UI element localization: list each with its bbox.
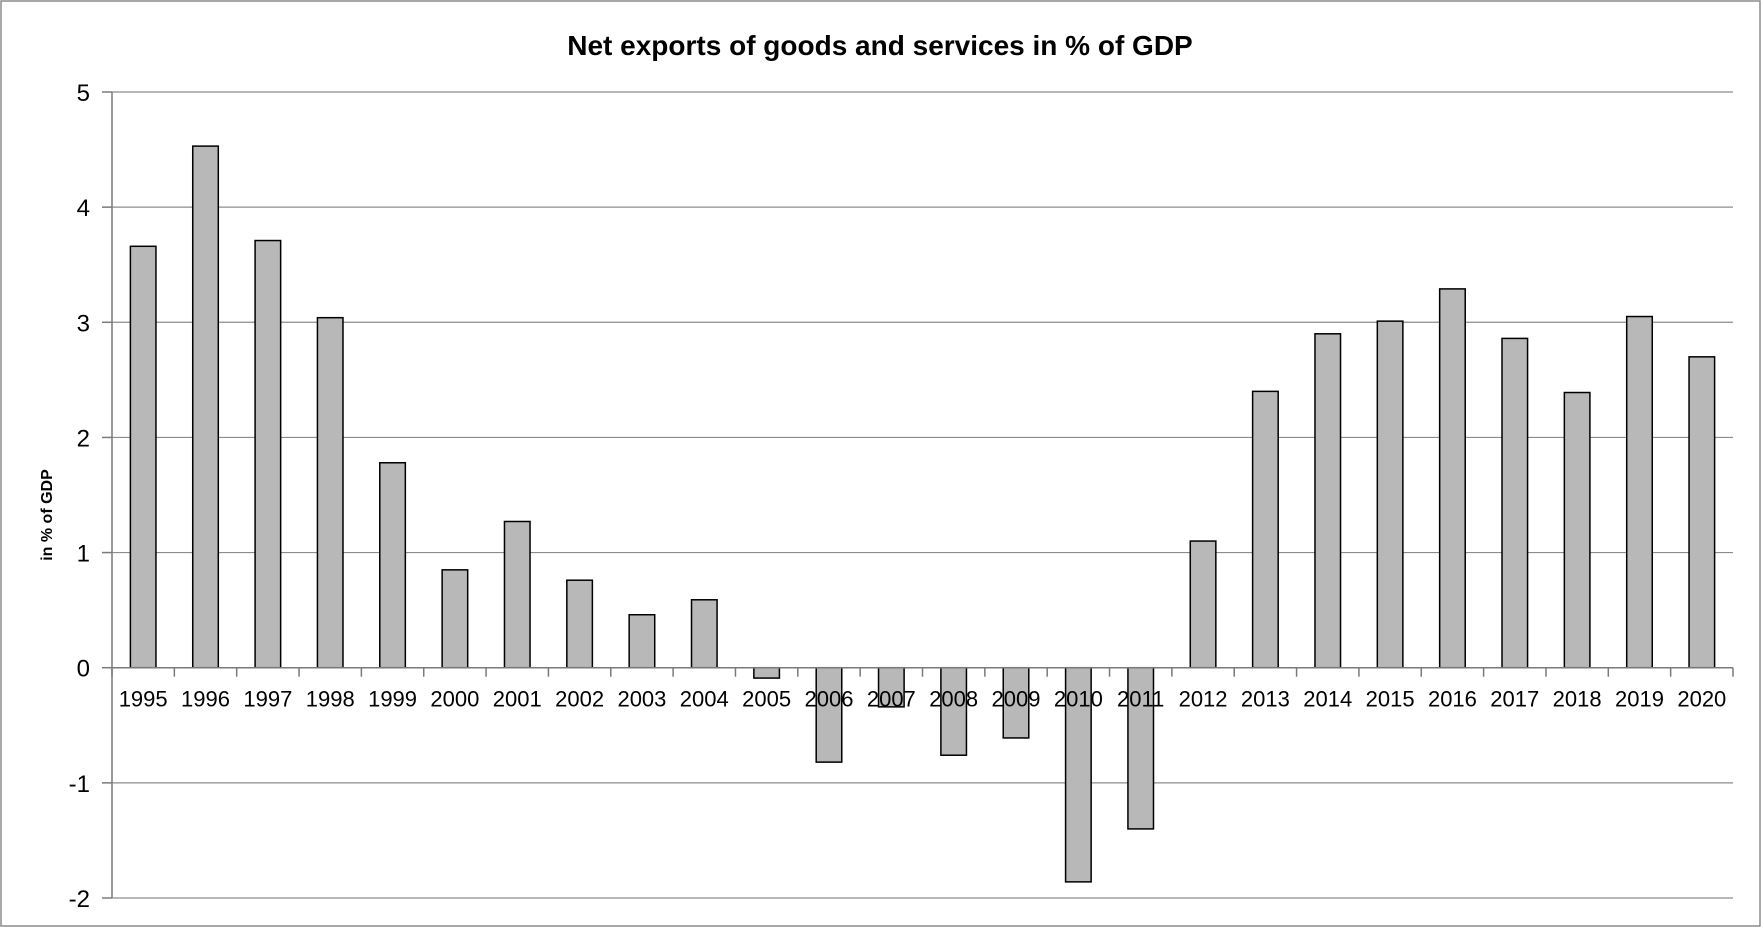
y-axis-ticks: 5 4 3 2 1 0 -1 -2	[69, 80, 112, 913]
x-tick-label: 1995	[119, 687, 168, 712]
bar-2003	[628, 613, 656, 669]
bar-2014	[1314, 333, 1342, 669]
x-tick-label: 2015	[1366, 687, 1415, 712]
y-tick-label: 0	[77, 656, 90, 683]
x-tick-label: 2008	[929, 687, 978, 712]
bar-2018	[1563, 391, 1591, 669]
bar-2020	[1688, 356, 1716, 669]
x-axis-ticks: 1995 1996 1997 1998 1999 2000 2001 2002 2003 2004…	[119, 687, 1727, 712]
x-tick-label: 1996	[181, 687, 230, 712]
chart-title: Net exports of goods and services in % o…	[567, 30, 1192, 61]
x-tick-label: 1997	[243, 687, 292, 712]
x-tick-label: 2007	[867, 687, 916, 712]
x-tick-label: 1999	[368, 687, 417, 712]
bar-2012	[1189, 540, 1217, 669]
bar-2015	[1376, 320, 1404, 669]
x-tick-label: 2009	[992, 687, 1041, 712]
x-tick-label: 2012	[1179, 687, 1228, 712]
y-tick-label: -2	[69, 886, 90, 913]
bar-1996	[191, 145, 220, 669]
bar-2007	[877, 666, 905, 708]
x-tick-label: 2000	[430, 687, 479, 712]
y-tick-label: 2	[77, 425, 90, 452]
bar-2017	[1501, 337, 1529, 669]
x-tick-label: 2003	[617, 687, 666, 712]
bar-2002	[566, 579, 594, 669]
x-tick-label: 2017	[1490, 687, 1539, 712]
x-tick-label: 2018	[1553, 687, 1602, 712]
x-tick-label: 2014	[1303, 687, 1352, 712]
y-tick-label: 5	[77, 80, 90, 107]
axes	[111, 92, 1734, 898]
x-tick-label: 2001	[493, 687, 542, 712]
bar-1999	[379, 462, 407, 669]
bar-2013	[1251, 390, 1279, 669]
x-tick-label: 2011	[1117, 687, 1164, 712]
bar-1995	[129, 245, 157, 669]
bar-2009	[1002, 666, 1030, 739]
x-tick-label: 2016	[1428, 687, 1477, 712]
x-tick-label: 2010	[1054, 687, 1103, 712]
bar-2008	[940, 666, 968, 756]
y-axis-label: in % of GDP	[39, 469, 56, 561]
y-tick-label: 4	[77, 195, 90, 222]
bar-1998	[316, 316, 344, 669]
bar-2000	[441, 569, 469, 669]
bar-1997	[254, 239, 282, 669]
bar-2016	[1438, 288, 1466, 669]
x-tick-label: 2006	[805, 687, 854, 712]
y-tick-label: 3	[77, 310, 90, 337]
y-tick-label: -1	[69, 771, 90, 798]
bars	[129, 145, 1716, 883]
bar-2019	[1625, 315, 1654, 669]
x-tick-label: 1998	[306, 687, 355, 712]
x-tick-label: 2020	[1677, 687, 1726, 712]
x-tick-label: 2019	[1615, 687, 1664, 712]
y-tick-label: 1	[77, 541, 90, 568]
bar-2005	[753, 666, 781, 679]
bar-2010	[1064, 666, 1092, 883]
bar-2004	[690, 599, 718, 669]
x-tick-label: 2002	[555, 687, 604, 712]
x-tick-label: 2013	[1241, 687, 1290, 712]
x-tick-label: 2005	[742, 687, 791, 712]
x-tick-label: 2004	[680, 687, 729, 712]
bar-2001	[503, 520, 531, 669]
bar-2006	[815, 666, 843, 763]
